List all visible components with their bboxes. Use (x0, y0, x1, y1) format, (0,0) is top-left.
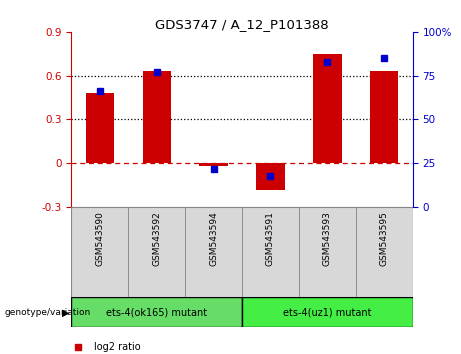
Bar (356, 207, 413, 297)
Text: GSM543590: GSM543590 (95, 212, 104, 267)
Bar (242, 207, 299, 297)
Bar (313, 54, 342, 163)
Title: GDS3747 / A_12_P101388: GDS3747 / A_12_P101388 (155, 18, 329, 31)
Bar (142, 71, 171, 163)
Text: log2 ratio: log2 ratio (94, 342, 140, 352)
Bar (86, 93, 114, 163)
Text: ets-4(ok165) mutant: ets-4(ok165) mutant (106, 307, 207, 318)
Bar (242, 297, 413, 327)
Text: ▶: ▶ (62, 307, 70, 318)
Text: GSM543592: GSM543592 (152, 212, 161, 266)
Text: ets-4(uz1) mutant: ets-4(uz1) mutant (283, 307, 372, 318)
Bar (200, 163, 228, 166)
Text: GSM543591: GSM543591 (266, 212, 275, 267)
Bar (256, 163, 285, 190)
Bar (71, 297, 242, 327)
Bar (299, 207, 356, 297)
Bar (185, 207, 242, 297)
Text: genotype/variation: genotype/variation (5, 308, 91, 317)
Text: GSM543593: GSM543593 (323, 212, 332, 267)
Text: GSM543594: GSM543594 (209, 212, 218, 266)
Bar (71, 207, 128, 297)
Bar (370, 71, 398, 163)
Text: GSM543595: GSM543595 (380, 212, 389, 267)
Bar (128, 207, 185, 297)
